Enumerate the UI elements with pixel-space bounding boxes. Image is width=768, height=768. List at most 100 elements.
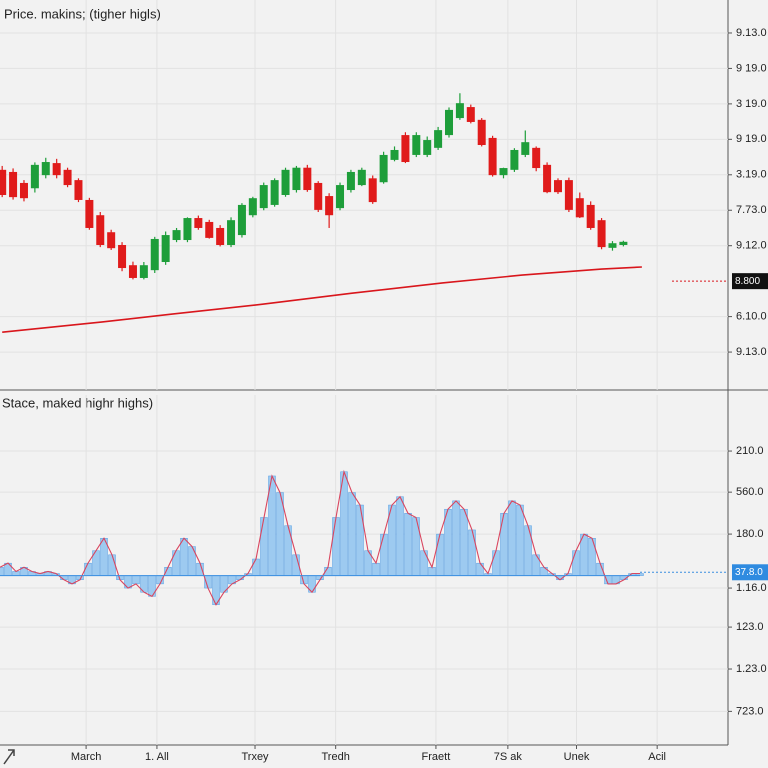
candle-body (488, 137, 497, 176)
candle-body (270, 180, 279, 205)
histogram-bar (260, 517, 268, 576)
x-tick-label: 1. All (145, 751, 169, 763)
last-price-box (732, 564, 768, 581)
y-tick-label: 560.0 (736, 486, 764, 498)
candle-body (336, 185, 345, 209)
oscillator-pane-title: Stace, maked highr highs) (2, 395, 153, 410)
candle-body (412, 135, 421, 155)
x-tick-label: Unek (564, 751, 590, 763)
candle-body (532, 147, 541, 169)
candle-body (150, 238, 159, 271)
histogram-bar (508, 500, 516, 576)
candle-body (423, 140, 432, 155)
y-tick-label: 7.73.0 (736, 204, 767, 216)
candle-body (107, 232, 116, 249)
candle-body (52, 163, 61, 176)
candle-body (9, 171, 18, 198)
candle-body (390, 149, 399, 160)
candle-body (85, 199, 94, 228)
x-tick-label: 7S ak (494, 751, 523, 763)
marks-layer (0, 0, 728, 745)
candle-body (346, 171, 355, 191)
x-tick-label: Tredh (322, 751, 350, 763)
histogram-bar (132, 575, 140, 585)
candle-body (379, 154, 388, 183)
histogram-bar (356, 504, 364, 576)
last-price-box (732, 273, 768, 290)
x-tick-label: March (71, 751, 102, 763)
candle-body (128, 265, 137, 278)
histogram-bar (332, 517, 340, 576)
histogram-bar (0, 567, 4, 576)
candle-body (161, 235, 170, 263)
histogram-bar (588, 538, 596, 576)
candle-body (564, 180, 573, 210)
histogram-bar (516, 504, 524, 576)
histogram-bar (380, 533, 388, 576)
candle-body (205, 221, 214, 238)
candle-body (314, 182, 323, 210)
candle-body (553, 180, 562, 193)
y-tick-label: 3.19.0 (736, 169, 767, 181)
candle-body (172, 230, 181, 241)
y-tick-label: 1.23.0 (736, 663, 767, 675)
candle-body (368, 178, 377, 203)
candle-body (357, 169, 366, 186)
y-tick-label: 9.13.0 (736, 346, 767, 358)
candle-body (96, 215, 105, 245)
candle-body (216, 227, 225, 245)
candle-body (477, 119, 486, 146)
histogram-bar (348, 492, 356, 576)
candle-body (521, 142, 530, 155)
y-tick-label: 210.0 (736, 445, 764, 457)
last-price-label: 37.8.0 (735, 567, 763, 578)
last-price-label: 8.800 (735, 276, 760, 287)
histogram-bar (436, 533, 444, 576)
axis-icon[interactable] (3, 749, 15, 765)
candle-body (30, 164, 39, 189)
x-tick-label: Acil (648, 751, 666, 763)
candle-body (139, 265, 148, 278)
histogram-bar (108, 554, 116, 576)
y-tick-label: 1.16.0 (736, 582, 767, 594)
candle-body (19, 182, 28, 199)
candle-body (248, 198, 257, 216)
candle-body (543, 164, 552, 193)
candle-body (303, 167, 312, 191)
candle-body (227, 220, 236, 245)
histogram-bar (372, 562, 380, 576)
candle-body (41, 162, 50, 176)
y-tick-label: 9.13.0 (736, 27, 767, 39)
candle-body (466, 107, 475, 122)
candle-body (183, 218, 192, 241)
candle-body (74, 180, 83, 200)
y-tick-label: 3 19.0 (736, 98, 767, 110)
candle-body (597, 220, 606, 248)
candle-body (281, 169, 290, 195)
candle-body (194, 218, 203, 228)
histogram-bar (492, 550, 500, 576)
candle-body (325, 196, 334, 216)
y-tick-label: 123.0 (736, 621, 764, 633)
y-tick-label: 180.0 (736, 528, 764, 540)
histogram-bar (444, 508, 452, 576)
y-tick-label: 723.0 (736, 705, 764, 717)
candle-body (510, 149, 519, 170)
candle-body (619, 241, 628, 245)
candle-body (118, 244, 127, 269)
histogram-bar (460, 508, 468, 576)
candle-body (586, 204, 595, 228)
candle-body (608, 243, 617, 248)
histogram-bar (420, 550, 428, 576)
candle-body (63, 169, 72, 186)
x-tick-label: Trxey (241, 751, 269, 763)
y-tick-label: 9.12.0 (736, 240, 767, 252)
histogram-bar (180, 538, 188, 576)
y-tick-label: 9 19.0 (736, 62, 767, 74)
candle-body (455, 103, 464, 119)
candle-body (401, 135, 410, 163)
histogram-bar (452, 500, 460, 576)
